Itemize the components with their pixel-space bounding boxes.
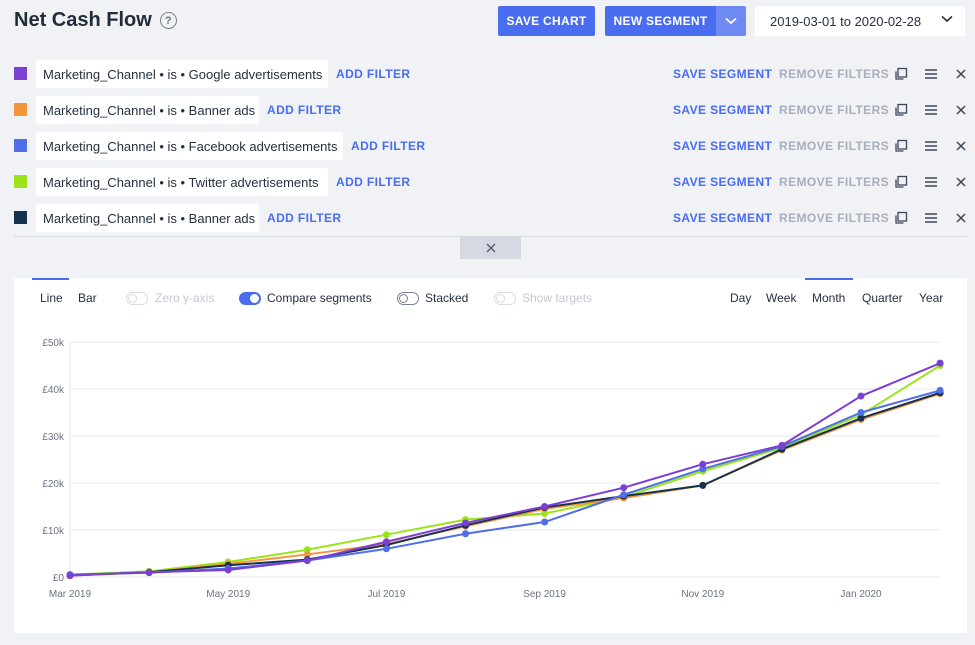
chevron-down-icon — [941, 15, 953, 23]
close-icon[interactable] — [954, 175, 968, 189]
save-segment-button[interactable]: SAVE SEGMENT — [673, 103, 773, 117]
month-tab-indicator — [805, 278, 853, 280]
stacked-label: Stacked — [425, 291, 469, 305]
segment-filter-chip[interactable]: Marketing_Channel • is • Google advertis… — [36, 60, 328, 88]
date-range-value: 2019-03-01 to 2020-02-28 — [770, 13, 922, 29]
duplicate-icon[interactable] — [894, 139, 908, 153]
line-tab-indicator — [32, 278, 69, 280]
compare-segments-toggle[interactable] — [239, 292, 261, 305]
close-icon — [485, 242, 496, 253]
segment-color-swatch[interactable] — [14, 139, 27, 152]
new-segment-dropdown-button[interactable] — [716, 6, 746, 36]
save-chart-button[interactable]: SAVE CHART — [498, 6, 595, 36]
granularity-week[interactable]: Week — [766, 291, 797, 305]
segment-color-swatch[interactable] — [14, 211, 27, 224]
save-segment-button[interactable]: SAVE SEGMENT — [673, 211, 773, 225]
remove-filters-button[interactable]: REMOVE FILTERS — [779, 139, 890, 153]
chart-card: Line Bar Zero y-axis Compare segments St… — [14, 278, 967, 633]
show-targets-toggle[interactable] — [494, 292, 516, 305]
segment-row: Marketing_Channel • is • Banner ads ADD … — [0, 96, 975, 126]
duplicate-icon[interactable] — [894, 211, 908, 225]
granularity-year[interactable]: Year — [919, 291, 944, 305]
compare-segments-label: Compare segments — [267, 291, 372, 305]
zero-y-axis-toggle[interactable] — [126, 292, 148, 305]
save-segment-button[interactable]: SAVE SEGMENT — [673, 139, 773, 153]
show-targets-label: Show targets — [522, 291, 593, 305]
remove-filters-button[interactable]: REMOVE FILTERS — [779, 103, 890, 117]
menu-icon[interactable] — [924, 211, 938, 225]
chevron-down-icon — [725, 17, 737, 25]
date-range-picker[interactable]: 2019-03-01 to 2020-02-28 — [755, 6, 965, 36]
menu-icon[interactable] — [924, 67, 938, 81]
page-title: Net Cash Flow ? — [14, 9, 177, 32]
granularity-quarter[interactable]: Quarter — [862, 291, 903, 305]
remove-filters-button[interactable]: REMOVE FILTERS — [779, 67, 890, 81]
segment-filter-chip[interactable]: Marketing_Channel • is • Banner ads — [36, 204, 259, 232]
segment-row: Marketing_Channel • is • Google advertis… — [0, 60, 975, 90]
granularity-day[interactable]: Day — [730, 291, 752, 305]
tab-line[interactable]: Line — [40, 291, 63, 305]
new-segment-button[interactable]: NEW SEGMENT — [605, 6, 716, 36]
duplicate-icon[interactable] — [894, 67, 908, 81]
collapse-segments-button[interactable] — [460, 236, 521, 259]
help-icon[interactable]: ? — [159, 12, 177, 29]
add-filter-button[interactable]: ADD FILTER — [336, 67, 411, 81]
add-filter-button[interactable]: ADD FILTER — [267, 103, 342, 117]
segment-row: Marketing_Channel • is • Facebook advert… — [0, 132, 975, 162]
segment-filter-chip[interactable]: Marketing_Channel • is • Banner ads — [36, 96, 259, 124]
menu-icon[interactable] — [924, 139, 938, 153]
save-segment-button[interactable]: SAVE SEGMENT — [673, 175, 773, 189]
segment-filter-chip[interactable]: Marketing_Channel • is • Twitter adverti… — [36, 168, 328, 196]
segment-color-swatch[interactable] — [14, 103, 27, 116]
close-icon[interactable] — [954, 211, 968, 225]
menu-icon[interactable] — [924, 103, 938, 117]
segment-row: Marketing_Channel • is • Banner ads ADD … — [0, 204, 975, 234]
add-filter-button[interactable]: ADD FILTER — [336, 175, 411, 189]
tab-bar[interactable]: Bar — [78, 291, 97, 305]
stacked-toggle[interactable] — [397, 292, 419, 305]
add-filter-button[interactable]: ADD FILTER — [267, 211, 342, 225]
granularity-month[interactable]: Month — [812, 291, 846, 305]
close-icon[interactable] — [954, 103, 968, 117]
duplicate-icon[interactable] — [894, 103, 908, 117]
close-icon[interactable] — [954, 139, 968, 153]
page-title-text: Net Cash Flow — [14, 9, 152, 31]
remove-filters-button[interactable]: REMOVE FILTERS — [779, 211, 890, 225]
add-filter-button[interactable]: ADD FILTER — [351, 139, 426, 153]
segment-row: Marketing_Channel • is • Twitter adverti… — [0, 168, 975, 198]
zero-y-axis-label: Zero y-axis — [155, 291, 215, 305]
close-icon[interactable] — [954, 67, 968, 81]
segment-filter-chip[interactable]: Marketing_Channel • is • Facebook advert… — [36, 132, 343, 160]
remove-filters-button[interactable]: REMOVE FILTERS — [779, 175, 890, 189]
duplicate-icon[interactable] — [894, 175, 908, 189]
save-segment-button[interactable]: SAVE SEGMENT — [673, 67, 773, 81]
segment-color-swatch[interactable] — [14, 67, 27, 80]
segment-color-swatch[interactable] — [14, 175, 27, 188]
menu-icon[interactable] — [924, 175, 938, 189]
